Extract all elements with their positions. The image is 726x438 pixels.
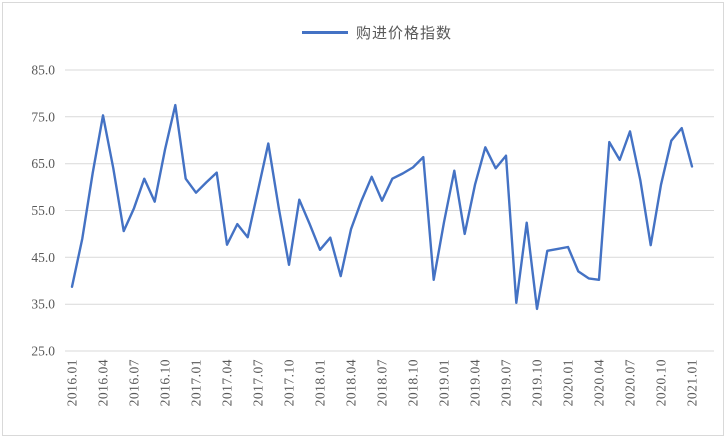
y-axis-tick-label: 35.0 bbox=[31, 297, 55, 312]
x-axis-tick-label: 2020.07 bbox=[623, 359, 638, 406]
y-axis-tick-label: 65.0 bbox=[31, 156, 55, 171]
x-axis-tick-label: 2019.07 bbox=[499, 359, 514, 406]
x-axis-tick-label: 2016.01 bbox=[65, 359, 80, 406]
x-axis-tick-label: 2017.01 bbox=[189, 359, 204, 406]
x-axis-tick-label: 2016.07 bbox=[127, 359, 142, 406]
x-axis-tick-label: 2017.10 bbox=[282, 359, 297, 406]
x-axis-tick-label: 2018.07 bbox=[375, 359, 390, 406]
x-axis-tick-label: 2018.01 bbox=[313, 359, 328, 406]
x-axis-tick-label: 2018.10 bbox=[406, 359, 421, 406]
x-axis-tick-label: 2016.10 bbox=[158, 359, 173, 406]
x-axis-tick-label: 2017.04 bbox=[220, 359, 235, 406]
x-axis-tick-label: 2017.07 bbox=[251, 359, 266, 406]
y-axis-tick-label: 75.0 bbox=[31, 109, 55, 124]
y-axis-tick-label: 55.0 bbox=[31, 203, 55, 218]
x-axis-tick-label: 2019.04 bbox=[468, 359, 483, 406]
x-axis-tick-label: 2020.01 bbox=[561, 359, 576, 406]
x-axis-tick-label: 2020.10 bbox=[654, 359, 669, 406]
y-axis-tick-label: 85.0 bbox=[31, 63, 55, 78]
x-axis-tick-label: 2019.10 bbox=[530, 359, 545, 406]
legend-line-icon bbox=[301, 31, 348, 34]
x-axis-tick-label: 2020.04 bbox=[592, 359, 607, 406]
y-axis-tick-label: 45.0 bbox=[31, 250, 55, 265]
x-axis-tick-label: 2018.04 bbox=[344, 359, 359, 406]
series-line bbox=[70, 103, 694, 311]
legend: 购进价格指数 bbox=[14, 22, 726, 43]
x-axis-tick-label: 2019.01 bbox=[437, 359, 452, 406]
x-axis-tick-label: 2016.04 bbox=[96, 359, 111, 406]
x-axis-tick-label: 2021.01 bbox=[685, 359, 700, 406]
legend-label: 购进价格指数 bbox=[355, 26, 452, 42]
y-axis-tick-label: 25.0 bbox=[31, 344, 55, 359]
